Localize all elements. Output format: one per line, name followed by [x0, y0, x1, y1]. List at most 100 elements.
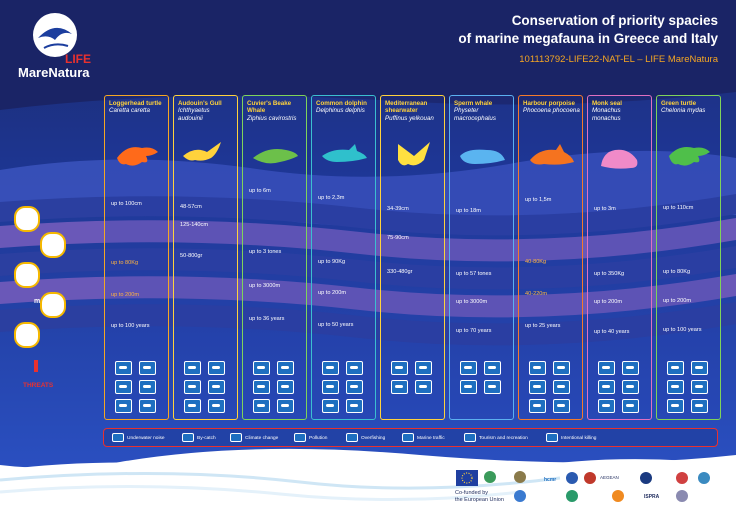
legend-item: Climate change: [230, 433, 278, 442]
animal-silhouette-icon: [601, 149, 638, 169]
threat-icon: [391, 380, 408, 394]
species-column: Cuvier's Beake Whale Ziphius cavirostris u…: [242, 95, 307, 420]
threat-icon: [598, 380, 615, 394]
threat-icon: [598, 399, 615, 413]
partner-logo: [566, 490, 578, 502]
animal-silhouette-icon: [398, 142, 430, 166]
threat-icon: [115, 399, 132, 413]
animal-silhouette-icon: [117, 147, 158, 166]
common-name: Green turtle: [661, 100, 697, 107]
animal-silhouette-icon: [669, 147, 710, 166]
species-column: Monk seal Monachus monachus up to 3m up to …: [587, 95, 652, 420]
depth-icon: [40, 292, 66, 318]
value-weight: up to 3 tones: [249, 249, 282, 255]
common-name: Sperm whale: [454, 100, 493, 107]
threat-icon: [277, 399, 294, 413]
value-weight: up to 80Kg: [111, 260, 139, 266]
value-age: up to 50 years: [318, 322, 354, 328]
wingspan-icon: [40, 232, 66, 258]
weight-kg-label: KG: [19, 269, 30, 276]
threat-icon: [391, 361, 408, 375]
length-icon: [14, 206, 40, 232]
threat-icon: [484, 380, 501, 394]
killing-icon: [546, 433, 558, 442]
common-name: Monk seal: [592, 100, 622, 107]
pollution-icon: [294, 433, 306, 442]
threat-icon: [460, 361, 477, 375]
common-name: Cuvier's Beake Whale: [247, 100, 292, 115]
threats-legend: Underwater noise By-catch Climate change…: [103, 428, 718, 447]
value-depth: up to 200m: [318, 290, 346, 296]
alert-icon: [34, 360, 38, 372]
value-length: up to 3m: [594, 206, 616, 212]
title-line-1: Conservation of priority spacies: [511, 13, 718, 28]
partner-logo: [484, 471, 496, 483]
threat-icon: [322, 361, 339, 375]
value-length: up to 110cm: [663, 205, 694, 211]
value-length: up to 100cm: [111, 201, 142, 207]
eu-flag-icon: [456, 470, 478, 486]
depth-m-label: m: [34, 298, 41, 305]
animal-silhouette-icon: [530, 144, 574, 165]
value-depth: up to 200m: [111, 292, 139, 298]
value-weight: 330-480gr: [387, 269, 413, 275]
animal-silhouette-icon: [183, 142, 221, 161]
threat-icon: [553, 361, 570, 375]
value-length: 34-39cm: [387, 206, 409, 212]
threat-icon: [622, 380, 639, 394]
threat-icon: [322, 380, 339, 394]
project-code: 101113792-LIFE22-NAT-EL – LIFE MareNatur…: [519, 54, 718, 65]
value-depth: up to 200m: [594, 299, 622, 305]
threat-icon: [208, 361, 225, 375]
threat-icon: [553, 380, 570, 394]
value-wingspan: 75-90cm: [387, 235, 409, 241]
common-name: Harbour porpoise: [523, 100, 575, 107]
scientific-name: Monachus monachus: [592, 107, 621, 122]
threat-icon: [667, 399, 684, 413]
threat-icon: [115, 361, 132, 375]
value-weight: 50-800gr: [180, 253, 203, 259]
legend-item: Tourism and recreation: [464, 433, 528, 442]
threat-icon: [346, 399, 363, 413]
partner-aegean: AEGEAN: [600, 475, 619, 480]
climate-icon: [230, 433, 242, 442]
scientific-name: Caretta caretta: [109, 107, 150, 115]
threat-icon: [691, 399, 708, 413]
partner-hcmr: hcmr: [544, 477, 557, 483]
threat-icon: [529, 399, 546, 413]
threat-icon: [139, 399, 156, 413]
species-name: Loggerhead turtle Caretta caretta: [109, 100, 167, 115]
legend-item: Overfishing: [346, 433, 385, 442]
value-depth: up to 3000m: [249, 283, 281, 289]
threat-icon: [346, 361, 363, 375]
scientific-name: Physeter macrocephalus: [454, 107, 496, 122]
animal-silhouette-icon: [460, 149, 505, 164]
partner-logo: [676, 490, 688, 502]
value-age: up to 40 years: [594, 329, 630, 335]
legend-item: Underwater noise: [112, 433, 165, 442]
common-name: Loggerhead turtle: [109, 100, 162, 107]
threat-icon: [139, 380, 156, 394]
title-line-2: of marine megafauna in Greece and Italy: [458, 31, 718, 46]
partner-logo: [698, 472, 710, 484]
value-wingspan: 125-140cm: [180, 222, 208, 228]
threats-label: THREATS: [23, 382, 54, 389]
value-depth: 40-220m: [525, 291, 548, 297]
value-length: up to 2,3m: [318, 195, 345, 201]
threat-icon: [691, 380, 708, 394]
scientific-name: Chelonia mydas: [661, 107, 706, 115]
traffic-icon: [402, 433, 414, 442]
species-name: Mediterranean shearwater Puffinus yelkoua…: [385, 100, 443, 122]
species-name: Green turtle Chelonia mydas: [661, 100, 719, 115]
value-age: up to 70 years: [456, 328, 492, 334]
threat-icon: [529, 380, 546, 394]
partner-logo: [612, 490, 624, 502]
eu-cofunded-text: Co-funded by the European Union: [455, 490, 504, 503]
threat-icon: [115, 380, 132, 394]
threat-icon: [598, 361, 615, 375]
value-weight: up to 90Kg: [318, 259, 346, 265]
noise-icon: [112, 433, 124, 442]
threat-icon: [691, 361, 708, 375]
value-length: up to 6m: [249, 188, 271, 194]
